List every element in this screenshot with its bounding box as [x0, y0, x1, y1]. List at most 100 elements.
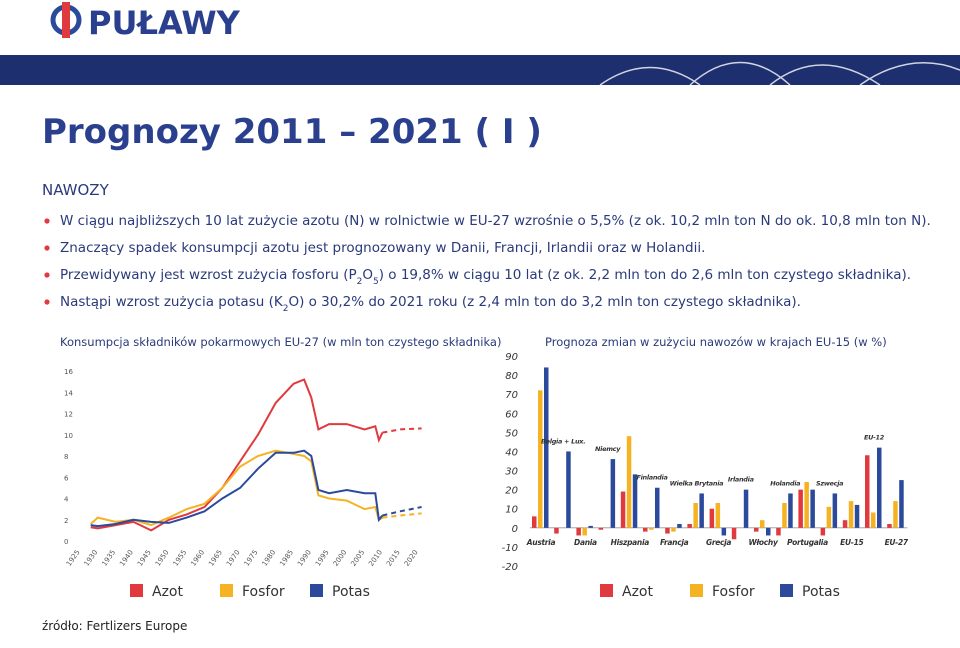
bar — [693, 503, 698, 528]
slide-title: Prognozy 2011 – 2021 ( I ) — [42, 112, 542, 152]
bullet-run: Przewidywany jest wzrost zużycia fosforu… — [60, 267, 357, 283]
bar — [671, 527, 676, 532]
legend-swatch — [780, 584, 793, 597]
legend-swatch — [310, 584, 323, 597]
bullet-run: 2 — [357, 277, 363, 287]
y-tick-label: 8 — [64, 453, 68, 461]
bar — [871, 512, 876, 528]
bar — [854, 504, 860, 528]
category-label: Grecja — [706, 538, 731, 547]
bullets: W ciągu najbliższych 10 lat zużycie azot… — [44, 213, 931, 314]
legend-label: Azot — [622, 584, 653, 600]
legend-label: Potas — [332, 584, 370, 600]
logo-icon — [50, 2, 82, 38]
y-tick-label: 4 — [64, 496, 69, 504]
y-tick-label: 90 — [505, 352, 518, 363]
bar — [538, 390, 543, 528]
y-tick-label: 6 — [64, 474, 69, 482]
bar — [782, 503, 787, 528]
legend-swatch — [690, 584, 703, 597]
bar — [731, 527, 737, 540]
logo-text: PUŁAWY — [88, 4, 241, 42]
bullet-text: W ciągu najbliższych 10 lat zużycie azot… — [60, 213, 931, 229]
bar — [677, 524, 682, 528]
category-label: Irlandia — [728, 476, 754, 484]
bar — [848, 501, 854, 528]
bar — [665, 527, 670, 534]
bullet-run: Znaczący spadek konsumpcji azotu jest pr… — [60, 240, 705, 256]
legend-swatch — [220, 584, 233, 597]
bar — [715, 503, 721, 528]
bar — [893, 501, 898, 528]
category-label: EU-27 — [885, 538, 909, 547]
bullet-run: 2 — [283, 304, 289, 314]
bar — [810, 489, 815, 528]
legend-label: Fosfor — [712, 584, 755, 600]
header-band — [0, 55, 960, 85]
y-tick-label: 70 — [505, 390, 518, 401]
bar — [743, 489, 749, 528]
bullet-text: Nastąpi wzrost zużycia potasu (K2O) o 30… — [60, 294, 801, 314]
y-tick-label: 14 — [64, 389, 73, 397]
bullet-dot — [44, 299, 50, 305]
bullet-dot — [44, 245, 50, 251]
y-tick-label: 12 — [64, 411, 73, 419]
source: źródło: Fertlizers Europe — [42, 619, 187, 633]
y-tick-label: 50 — [505, 428, 518, 439]
bar — [588, 525, 593, 528]
y-tick-label: 0 — [512, 524, 518, 535]
category-label: Holandia — [770, 479, 800, 487]
legend-swatch — [600, 584, 613, 597]
bar — [610, 459, 616, 528]
bullet-dot — [44, 272, 50, 278]
bullet-text: Przewidywany jest wzrost zużycia fosforu… — [60, 267, 911, 287]
bar — [626, 436, 632, 528]
bar — [687, 524, 692, 528]
y-tick-label: 80 — [505, 371, 518, 382]
bar — [887, 524, 892, 528]
legend-label: Potas — [802, 584, 840, 600]
category-label: Niemcy — [595, 445, 621, 453]
y-tick-label: -10 — [502, 543, 518, 554]
bullet-run: ) o 19,8% w ciągu 10 lat (z ok. 2,2 mln … — [379, 267, 911, 283]
y-tick-label: 0 — [64, 538, 68, 546]
y-tick-label: 10 — [64, 432, 73, 440]
y-tick-label: -20 — [502, 562, 518, 573]
category-label: Włochy — [748, 538, 779, 547]
bar — [544, 367, 549, 528]
category-label: EU-15 — [840, 538, 863, 547]
bar — [776, 527, 781, 536]
bar — [804, 482, 809, 528]
band-decoration — [599, 61, 960, 86]
y-tick-label: 20 — [505, 486, 518, 497]
series-line — [90, 378, 384, 532]
bar — [709, 508, 715, 528]
category-label: Szwecja — [816, 479, 843, 487]
legend-label: Fosfor — [242, 584, 285, 600]
series-line — [382, 427, 422, 434]
y-tick-label: 16 — [64, 368, 73, 376]
bullet-run: 5 — [373, 277, 379, 287]
bullet-text: Znaczący spadek konsumpcji azotu jest pr… — [60, 240, 705, 256]
bar — [566, 451, 571, 528]
bar — [899, 480, 904, 528]
bar — [632, 474, 638, 528]
bullet-run: W ciągu najbliższych 10 lat zużycie azot… — [60, 213, 931, 229]
bar — [576, 527, 581, 536]
bullet-run: Nastąpi wzrost zużycia potasu (K — [60, 294, 284, 310]
category-label: Wielka Brytania — [670, 479, 724, 487]
bar — [532, 516, 537, 528]
y-tick-label: 10 — [505, 505, 518, 516]
y-tick-label: 40 — [505, 447, 518, 458]
bullet-run: O — [362, 267, 373, 283]
bar — [554, 527, 559, 534]
bar — [865, 455, 870, 528]
bar — [620, 491, 626, 528]
chart-title: Prognoza zmian w zużyciu nawozów w kraja… — [545, 335, 887, 349]
bar — [598, 527, 604, 530]
bar — [655, 487, 660, 528]
bar — [766, 527, 771, 536]
category-label: Francja — [660, 538, 689, 547]
